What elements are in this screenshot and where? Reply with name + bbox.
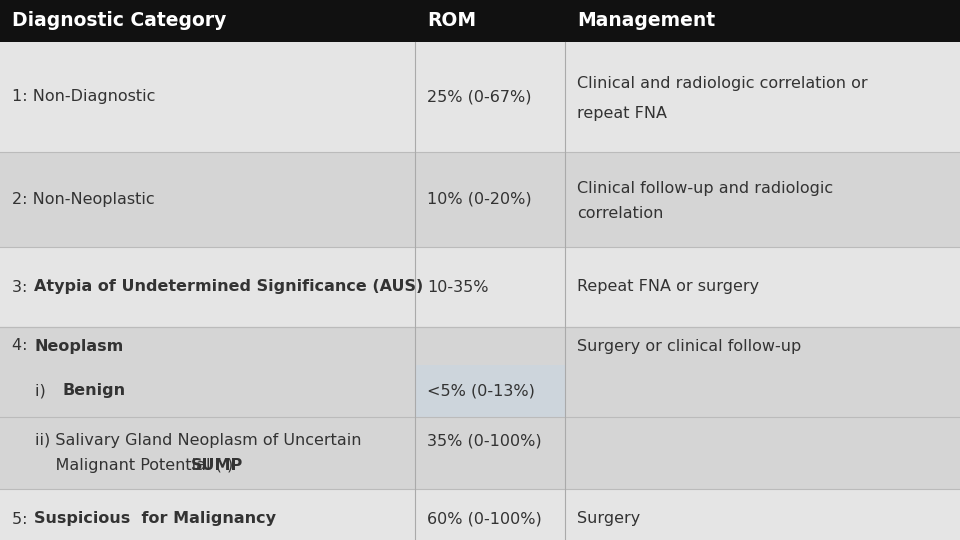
Text: correlation: correlation [577, 206, 663, 221]
Bar [0, 365, 960, 417]
Text: 5:: 5: [12, 511, 33, 526]
Text: Malignant Potential (: Malignant Potential ( [35, 458, 222, 472]
Bar [0, 42, 960, 152]
Text: SUMP: SUMP [191, 458, 243, 472]
Text: 1: Non-Diagnostic: 1: Non-Diagnostic [12, 90, 156, 105]
Text: Management: Management [577, 11, 715, 30]
Text: 10-35%: 10-35% [427, 280, 489, 294]
Text: 10% (0-20%): 10% (0-20%) [427, 192, 532, 207]
Bar [0, 489, 960, 540]
Text: Benign: Benign [63, 383, 126, 399]
Bar [0, 417, 960, 489]
Text: repeat FNA: repeat FNA [577, 106, 667, 121]
Text: Diagnostic Category: Diagnostic Category [12, 11, 227, 30]
Text: 2: Non-Neoplastic: 2: Non-Neoplastic [12, 192, 155, 207]
Text: 3:: 3: [12, 280, 33, 294]
Text: Suspicious  for Malignancy: Suspicious for Malignancy [34, 511, 276, 526]
Text: Neoplasm: Neoplasm [34, 339, 123, 354]
Text: Surgery: Surgery [577, 511, 640, 526]
Bar [0, 327, 960, 365]
Bar [415, 365, 565, 417]
Text: Clinical and radiologic correlation or: Clinical and radiologic correlation or [577, 76, 868, 91]
Text: <5% (0-13%): <5% (0-13%) [427, 383, 535, 399]
Text: Clinical follow-up and radiologic: Clinical follow-up and radiologic [577, 180, 833, 195]
Text: Surgery or clinical follow-up: Surgery or clinical follow-up [577, 339, 802, 354]
Text: Repeat FNA or surgery: Repeat FNA or surgery [577, 280, 759, 294]
Text: i): i) [35, 383, 56, 399]
Text: 25% (0-67%): 25% (0-67%) [427, 90, 532, 105]
Bar [0, 247, 960, 327]
Text: 35% (0-100%): 35% (0-100%) [427, 433, 541, 448]
Text: ii) Salivary Gland Neoplasm of Uncertain: ii) Salivary Gland Neoplasm of Uncertain [35, 433, 362, 448]
Bar [0, 152, 960, 247]
Text: Atypia of Undetermined Significance (AUS): Atypia of Undetermined Significance (AUS… [34, 280, 423, 294]
Text: 60% (0-100%): 60% (0-100%) [427, 511, 541, 526]
Text: ): ) [227, 458, 233, 472]
Text: 4:: 4: [12, 339, 33, 354]
Bar [0, 0, 960, 42]
Text: ROM: ROM [427, 11, 476, 30]
